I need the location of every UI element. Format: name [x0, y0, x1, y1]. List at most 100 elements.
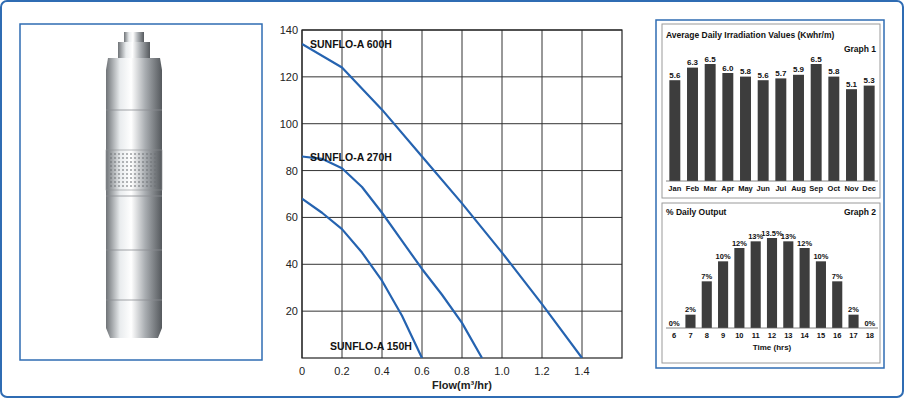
- x-tick-label: 0.8: [454, 365, 469, 377]
- bar: [816, 261, 826, 328]
- pump-intake-slot: [110, 162, 158, 163]
- series-line: [302, 199, 422, 358]
- data-label: 13.5%: [761, 229, 783, 238]
- x-axis-label: Time (hrs): [753, 343, 792, 352]
- bar-chart: Average Daily Irradiation Values (Kwhr/m…: [662, 24, 880, 198]
- grid-line: [302, 123, 622, 124]
- bar: [828, 77, 839, 181]
- bar: [718, 261, 728, 328]
- x-tick-label: Feb: [686, 184, 700, 193]
- x-tick-label: 0.6: [414, 365, 429, 377]
- pump-seam: [106, 196, 162, 197]
- x-tick-label: 12: [768, 331, 776, 340]
- x-tick-label: 0.4: [374, 365, 389, 377]
- plot-frame: [302, 30, 622, 358]
- pump-intake-slot: [110, 158, 158, 159]
- pump-photo: [106, 32, 162, 338]
- grid-line: [302, 264, 622, 265]
- data-label: 5.6: [669, 71, 681, 80]
- bar: [751, 241, 761, 328]
- pump-intake-slot: [110, 182, 158, 183]
- data-label: 0%: [864, 319, 875, 328]
- bar: [722, 73, 733, 181]
- pump-intake-slot: [110, 166, 158, 167]
- bar: [705, 64, 716, 181]
- x-tick-label: 6: [672, 331, 676, 340]
- x-axis-line: [666, 328, 878, 329]
- x-tick-label: Oct: [828, 184, 841, 193]
- grid-line: [382, 30, 383, 358]
- x-tick-label: 16: [833, 331, 841, 340]
- bars: [685, 238, 858, 328]
- x-tick-label: 1.0: [494, 365, 509, 377]
- data-label: 2%: [848, 305, 859, 314]
- data-label: 6.5: [705, 55, 717, 64]
- data-label: 6.5: [811, 55, 823, 64]
- x-tick-label: 17: [849, 331, 857, 340]
- data-label: 10%: [716, 252, 731, 261]
- bars: [669, 64, 874, 181]
- pump-seam: [106, 250, 162, 251]
- pump-intake-slot: [110, 174, 158, 175]
- bar: [687, 68, 698, 181]
- chart-frame: [662, 203, 880, 363]
- grid-line: [302, 311, 622, 312]
- chart-frame: [662, 24, 880, 198]
- grid-line: [542, 30, 543, 358]
- x-tick-label: 14: [800, 331, 809, 340]
- bar: [685, 315, 695, 328]
- data-label: 5.6: [758, 71, 770, 80]
- grid-line: [502, 30, 503, 358]
- chart-subtitle: Graph 1: [844, 44, 876, 54]
- bar: [734, 248, 744, 328]
- x-tick-label: 1.4: [574, 365, 589, 377]
- x-tick-label: 10: [735, 331, 743, 340]
- x-tick-label: 13: [784, 331, 792, 340]
- pump-intake-slot: [110, 178, 158, 179]
- data-label: 7%: [701, 272, 712, 281]
- bar: [775, 78, 786, 181]
- pump-shoulder: [106, 58, 162, 70]
- panel-frame: [656, 20, 884, 368]
- pump-seam: [106, 110, 162, 111]
- chart-subtitle: Graph 2: [844, 207, 876, 217]
- bar: [702, 281, 712, 328]
- x-tick-label: Jan: [668, 184, 681, 193]
- grid-line: [582, 30, 583, 358]
- data-label: 5.1: [846, 80, 858, 89]
- data-label: 6.0: [722, 64, 734, 73]
- x-tick-label: Mar: [703, 184, 716, 193]
- x-tick-label: 11: [752, 331, 760, 340]
- series-line: [302, 44, 582, 358]
- bar: [783, 241, 793, 328]
- flow-chart: 00.20.40.60.81.01.21.420406080100120140S…: [280, 24, 622, 391]
- data-label: 12%: [797, 239, 812, 248]
- photo-frame: [20, 24, 262, 360]
- x-axis-label: Flow(m³/hr): [432, 379, 492, 391]
- curves: [302, 44, 582, 358]
- x-tick-label: 9: [721, 331, 725, 340]
- bar: [846, 89, 857, 181]
- data-label: 7%: [832, 272, 843, 281]
- pump-base: [106, 328, 162, 338]
- series-label: SUNFLO-A 150H: [330, 340, 412, 352]
- data-label: 0%: [669, 319, 680, 328]
- data-label: 6.3: [687, 58, 699, 67]
- bar: [669, 80, 680, 181]
- series-label: SUNFLO-A 600H: [310, 38, 392, 50]
- bar: [848, 315, 858, 328]
- x-tick-label: 15: [817, 331, 825, 340]
- pump-seam: [106, 300, 162, 301]
- x-tick-label: Dec: [862, 184, 876, 193]
- data-label: 2%: [685, 305, 696, 314]
- pump-body: [106, 70, 162, 328]
- x-tick-label: 0.2: [334, 365, 349, 377]
- series-label: SUNFLO-A 270H: [310, 151, 392, 163]
- x-tick-label: Jul: [775, 184, 786, 193]
- series-line: [302, 157, 482, 358]
- x-tick-label: Nov: [844, 184, 859, 193]
- pump-intake-slot: [110, 170, 158, 171]
- x-tick-label: 8: [705, 331, 709, 340]
- pump-intake-slot: [110, 186, 158, 187]
- x-tick-label: Apr: [721, 184, 734, 193]
